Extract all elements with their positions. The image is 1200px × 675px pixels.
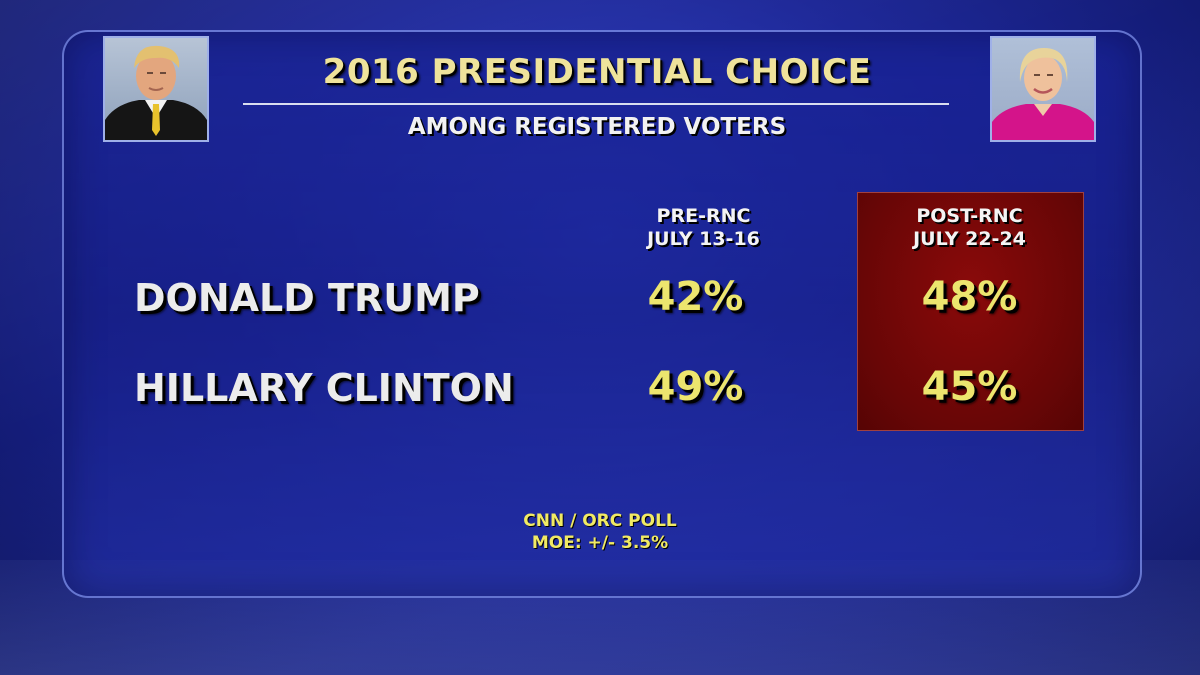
- poll-margin-of-error: MOE: +/- 3.5%: [531, 533, 669, 553]
- chart-title: 2016 PRESIDENTIAL CHOICE: [322, 52, 872, 92]
- column-header-pre-rnc-label: PRE-RNC: [656, 205, 751, 227]
- value-trump-pre-rnc: 42%: [647, 274, 744, 320]
- column-header-post-rnc: POST-RNC JULY 22-24: [857, 205, 1082, 251]
- row-label-clinton: HILLARY CLINTON: [134, 366, 514, 410]
- candidate-portrait-left: [103, 36, 209, 142]
- title-divider: [243, 103, 949, 105]
- column-header-pre-rnc: PRE-RNC JULY 13-16: [591, 205, 816, 251]
- column-header-post-rnc-label: POST-RNC: [916, 205, 1023, 227]
- chart-subtitle: AMONG REGISTERED VOTERS: [407, 114, 787, 140]
- portrait-woman-icon: [992, 48, 1094, 140]
- candidate-portrait-right: [990, 36, 1096, 142]
- row-label-trump: DONALD TRUMP: [134, 276, 480, 320]
- value-clinton-pre-rnc: 49%: [647, 364, 744, 410]
- poll-source: CNN / ORC POLL MOE: +/- 3.5%: [380, 510, 820, 554]
- poll-source-name: CNN / ORC POLL: [523, 511, 677, 531]
- column-header-post-rnc-dates: JULY 22-24: [913, 228, 1026, 250]
- portrait-man-icon: [105, 45, 207, 140]
- post-rnc-highlight-box: [857, 192, 1084, 431]
- value-clinton-post-rnc: 45%: [921, 364, 1018, 410]
- column-header-pre-rnc-dates: JULY 13-16: [647, 228, 760, 250]
- value-trump-post-rnc: 48%: [921, 274, 1018, 320]
